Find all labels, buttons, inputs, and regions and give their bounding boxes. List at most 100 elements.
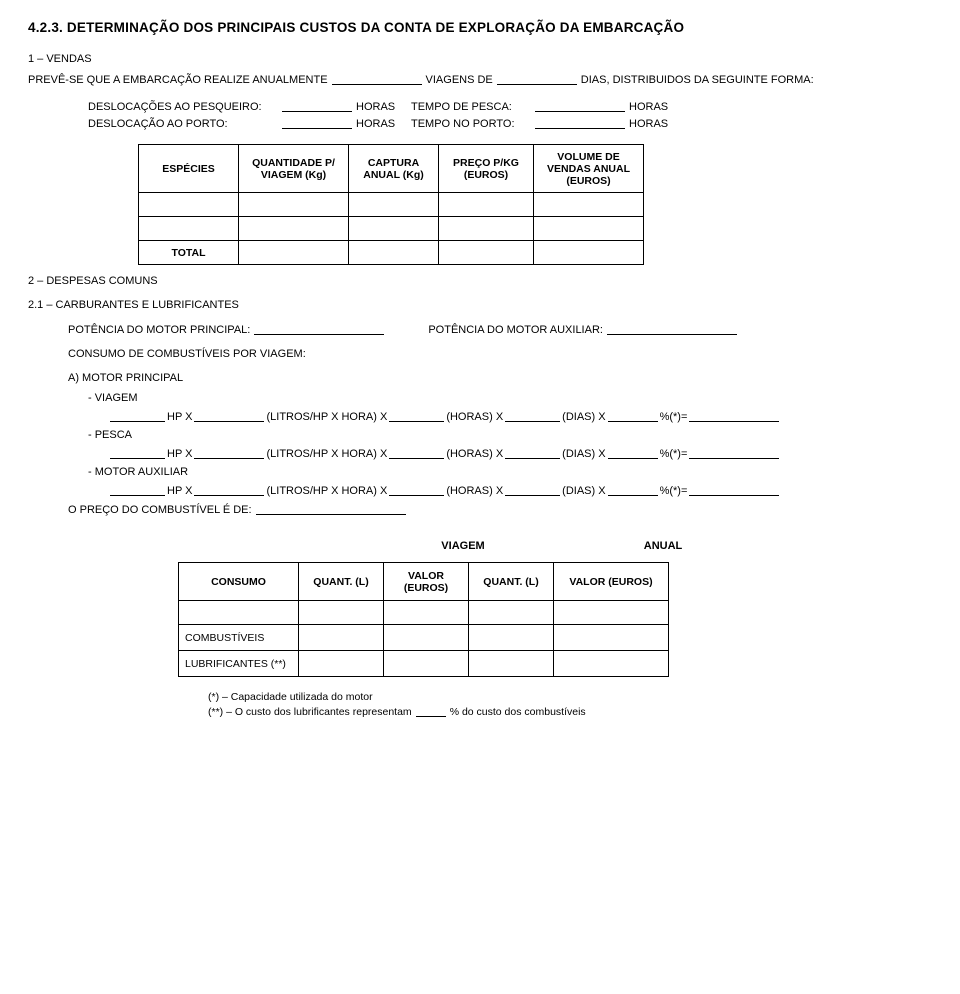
blank-dias-1[interactable]: [505, 410, 560, 422]
horas-label-4: HORAS: [629, 118, 668, 130]
col-valor-2: VALOR (EUROS): [554, 563, 669, 601]
table-header-row: ESPÉCIES QUANTIDADE P/ VIAGEM (Kg) CAPTU…: [139, 145, 644, 193]
formula-aux: HP X (LITROS/HP X HORA) X (HORAS) X (DIA…: [108, 484, 932, 497]
col-captura-l2: ANUAL (Kg): [363, 169, 423, 181]
blank-litros-3[interactable]: [194, 484, 264, 496]
blank-desloc-pesq[interactable]: [282, 100, 352, 112]
table-total-row: TOTAL: [139, 241, 644, 265]
table-row: [179, 601, 669, 625]
col-volume: VOLUME DE VENDAS ANUAL (EUROS): [534, 145, 644, 193]
col-volume-l2: VENDAS ANUAL: [547, 163, 630, 175]
blank-dias-2[interactable]: [505, 447, 560, 459]
blank-tempo-porto[interactable]: [535, 117, 625, 129]
vendas-intro-row: PREVÊ-SE QUE A EMBARCAÇÃO REALIZE ANUALM…: [28, 73, 932, 86]
motor-aux-label: - MOTOR AUXILIAR: [88, 466, 932, 478]
footnote-2-text-b: % do custo dos combustíveis: [450, 706, 586, 718]
table-header-row: CONSUMO QUANT. (L) VALOR (EUROS) QUANT. …: [179, 563, 669, 601]
section-2-heading: 2 – DESPESAS COMUNS: [28, 275, 932, 287]
col-valor-1: VALOR (EUROS): [384, 563, 469, 601]
desloc-porto-label: DESLOCAÇÃO AO PORTO:: [88, 118, 278, 130]
blank-pot-aux[interactable]: [607, 323, 737, 335]
blank-horas-2[interactable]: [389, 447, 444, 459]
desloc-porto-row: DESLOCAÇÃO AO PORTO: HORAS TEMPO NO PORT…: [88, 117, 932, 130]
litros-3: (LITROS/HP X HORA) X: [266, 485, 387, 497]
hpx-1: HP X: [167, 411, 192, 423]
footnote-1-text: (*) – Capacidade utilizada do motor: [208, 691, 373, 703]
blank-litros-2[interactable]: [194, 447, 264, 459]
viagens-label: VIAGENS DE: [426, 74, 493, 86]
blank-pct-1[interactable]: [608, 410, 658, 422]
horas-f1: (HORAS) X: [446, 411, 503, 423]
blank-viagens[interactable]: [332, 73, 422, 85]
blank-pct-2[interactable]: [608, 447, 658, 459]
blank-footnote-pct[interactable]: [416, 705, 446, 717]
blank-pot-princ[interactable]: [254, 323, 384, 335]
horas-f2: (HORAS) X: [446, 448, 503, 460]
hpx-3: HP X: [167, 485, 192, 497]
viagem-header: VIAGEM: [368, 540, 558, 552]
blank-hp-3[interactable]: [110, 484, 165, 496]
total-label: TOTAL: [139, 241, 239, 265]
section-1-heading: 1 – VENDAS: [28, 53, 932, 65]
horas-f3: (HORAS) X: [446, 485, 503, 497]
dias-f2: (DIAS) X: [562, 448, 605, 460]
footnotes: (*) – Capacidade utilizada do motor (**)…: [208, 691, 932, 718]
blank-horas-3[interactable]: [389, 484, 444, 496]
dias-f3: (DIAS) X: [562, 485, 605, 497]
table-row: [139, 217, 644, 241]
preco-label: O PREÇO DO COMBUSTÍVEL É DE:: [68, 504, 252, 516]
blank-litros-1[interactable]: [194, 410, 264, 422]
col-preco-l2: (EUROS): [464, 169, 508, 181]
blank-preco[interactable]: [256, 503, 406, 515]
col-especies: ESPÉCIES: [139, 145, 239, 193]
combustiveis-label: COMBUSTÍVEIS: [179, 625, 299, 651]
formula-viagem: HP X (LITROS/HP X HORA) X (HORAS) X (DIA…: [108, 410, 932, 423]
anual-header: ANUAL: [558, 540, 768, 552]
pct-f2: %(*)=: [660, 448, 688, 460]
col-quantidade-l1: QUANTIDADE P/: [252, 157, 335, 169]
consumo-table: CONSUMO QUANT. (L) VALOR (EUROS) QUANT. …: [178, 562, 669, 677]
desloc-pesqueiro-row: DESLOCAÇÕES AO PESQUEIRO: HORAS TEMPO DE…: [88, 100, 932, 113]
viagem-anual-headers: VIAGEM ANUAL: [368, 540, 932, 552]
col-volume-l3: (EUROS): [566, 175, 610, 187]
col-preco-l1: PREÇO P/KG: [453, 157, 519, 169]
col-volume-l1: VOLUME DE: [557, 151, 619, 163]
footnote-2: (**) – O custo dos lubrificantes represe…: [208, 705, 932, 718]
col-captura-l1: CAPTURA: [368, 157, 419, 169]
tempo-porto-label: TEMPO NO PORTO:: [411, 118, 531, 130]
tempo-pesca-label: TEMPO DE PESCA:: [411, 101, 531, 113]
footnote-2-text-a: (**) – O custo dos lubrificantes represe…: [208, 706, 412, 718]
table-row: LUBRIFICANTES (**): [179, 651, 669, 677]
blank-pct-3[interactable]: [608, 484, 658, 496]
col-quantl-2: QUANT. (L): [469, 563, 554, 601]
blank-desloc-porto[interactable]: [282, 117, 352, 129]
blank-res-1[interactable]: [689, 410, 779, 422]
blank-horas-1[interactable]: [389, 410, 444, 422]
table-row: [139, 193, 644, 217]
horas-label-1: HORAS: [356, 101, 411, 113]
blank-res-2[interactable]: [689, 447, 779, 459]
consumo-label: CONSUMO DE COMBUSTÍVEIS POR VIAGEM:: [68, 348, 932, 360]
blank-dias[interactable]: [497, 73, 577, 85]
motor-principal-label: A) MOTOR PRINCIPAL: [68, 372, 932, 384]
pot-princ-label: POTÊNCIA DO MOTOR PRINCIPAL:: [68, 324, 250, 336]
col-consumo: CONSUMO: [179, 563, 299, 601]
horas-label-2: HORAS: [629, 101, 668, 113]
table-row: COMBUSTÍVEIS: [179, 625, 669, 651]
especies-table: ESPÉCIES QUANTIDADE P/ VIAGEM (Kg) CAPTU…: [138, 144, 644, 265]
horas-label-3: HORAS: [356, 118, 411, 130]
col-quantl-1: QUANT. (L): [299, 563, 384, 601]
formula-pesca: HP X (LITROS/HP X HORA) X (HORAS) X (DIA…: [108, 447, 932, 460]
dias-f1: (DIAS) X: [562, 411, 605, 423]
col-quantidade-l2: VIAGEM (Kg): [261, 169, 326, 181]
vendas-pre-text: PREVÊ-SE QUE A EMBARCAÇÃO REALIZE ANUALM…: [28, 74, 328, 86]
dias-label: DIAS, DISTRIBUIDOS DA SEGUINTE FORMA:: [581, 74, 814, 86]
litros-2: (LITROS/HP X HORA) X: [266, 448, 387, 460]
blank-hp-2[interactable]: [110, 447, 165, 459]
blank-res-3[interactable]: [689, 484, 779, 496]
viagem-label: - VIAGEM: [88, 392, 932, 404]
blank-dias-3[interactable]: [505, 484, 560, 496]
footnote-1: (*) – Capacidade utilizada do motor: [208, 691, 932, 703]
blank-tempo-pesca[interactable]: [535, 100, 625, 112]
blank-hp-1[interactable]: [110, 410, 165, 422]
